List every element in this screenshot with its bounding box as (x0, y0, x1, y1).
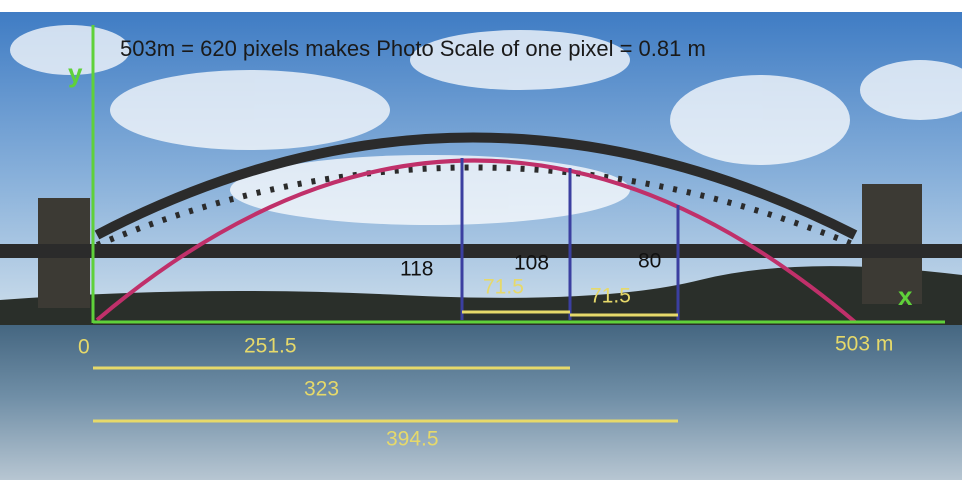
x-label: x (898, 281, 913, 311)
step-label: 71.5 (483, 276, 524, 299)
span-label: 251.5 (244, 335, 297, 358)
span-label: 394.5 (386, 428, 439, 451)
step-label: 71.5 (590, 285, 631, 308)
y-label: y (68, 58, 83, 88)
fitted-arch (95, 158, 857, 324)
height-lines (460, 158, 680, 320)
origin-label: 0 (78, 336, 90, 359)
span-label: 323 (304, 378, 339, 401)
water (0, 312, 962, 480)
height-label: 118 (400, 258, 433, 281)
clouds (10, 25, 962, 225)
span-lines (93, 310, 678, 423)
shore (0, 266, 962, 325)
bridge-truss (95, 164, 857, 248)
height-label: 108 (514, 252, 549, 275)
bridge-arch (94, 132, 858, 240)
height-label: 80 (638, 250, 661, 273)
bridge-deck (0, 244, 962, 258)
caption: 503m = 620 pixels makes Photo Scale of o… (120, 36, 706, 61)
end-label: 503 m (835, 333, 893, 356)
